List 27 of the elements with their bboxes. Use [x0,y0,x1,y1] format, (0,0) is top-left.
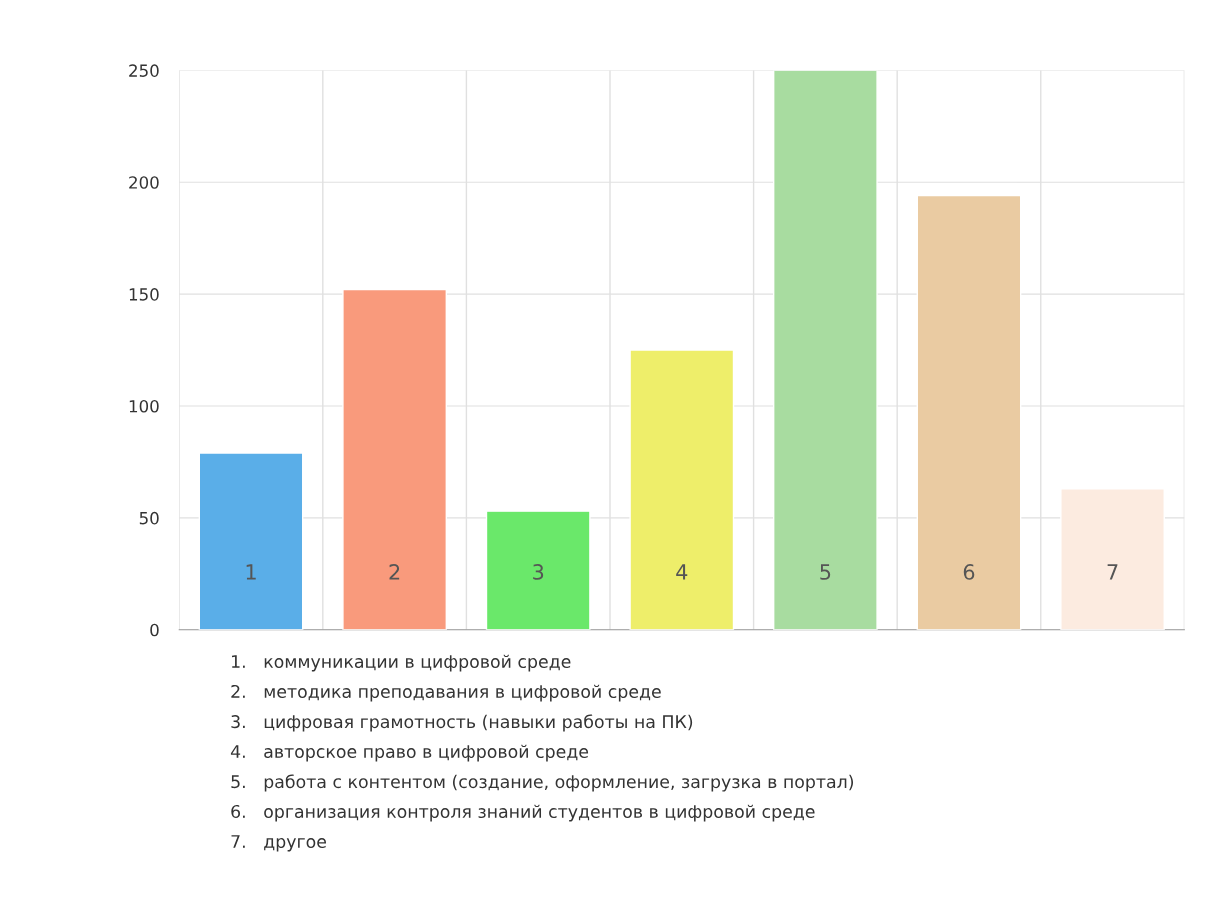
text: 5. работа с контентом (создание, оформление, загрузка в портал) [231,774,854,792]
y-tick-label: 150 [129,288,159,301]
x-tick-label: 4 [676,564,688,580]
x-tick-label: 1 [246,564,256,580]
bar [342,288,448,630]
bar [629,349,735,630]
bar [485,510,591,630]
x-tick-label: 5 [820,564,831,580]
x-tick-label: 3 [533,564,544,580]
text: 3. цифровая грамотность (навыки работы на ПК) [231,714,693,732]
bar [198,452,304,630]
text: 1. коммуникации в цифровой среде [232,654,571,672]
bar [1060,488,1165,630]
y-tick-label: 50 [139,511,159,525]
text: 2. методика преподавания в цифровой среде [231,684,661,702]
y-tick-label: 100 [129,399,159,413]
bar [916,194,1022,630]
x-tick-label: 6 [963,564,975,580]
text: 7. другое [231,835,327,852]
text: 4. авторское право в цифровой среде [230,744,589,762]
x-tick-label: 7 [1107,564,1118,580]
text: 6. организация контроля знаний студентов в цифровой среде [231,804,815,822]
y-tick-label: 0 [150,623,159,637]
x-tick-label: 2 [389,564,400,580]
y-tick-label: 200 [129,176,159,189]
y-tick-label: 250 [129,64,159,77]
bar [772,70,878,630]
